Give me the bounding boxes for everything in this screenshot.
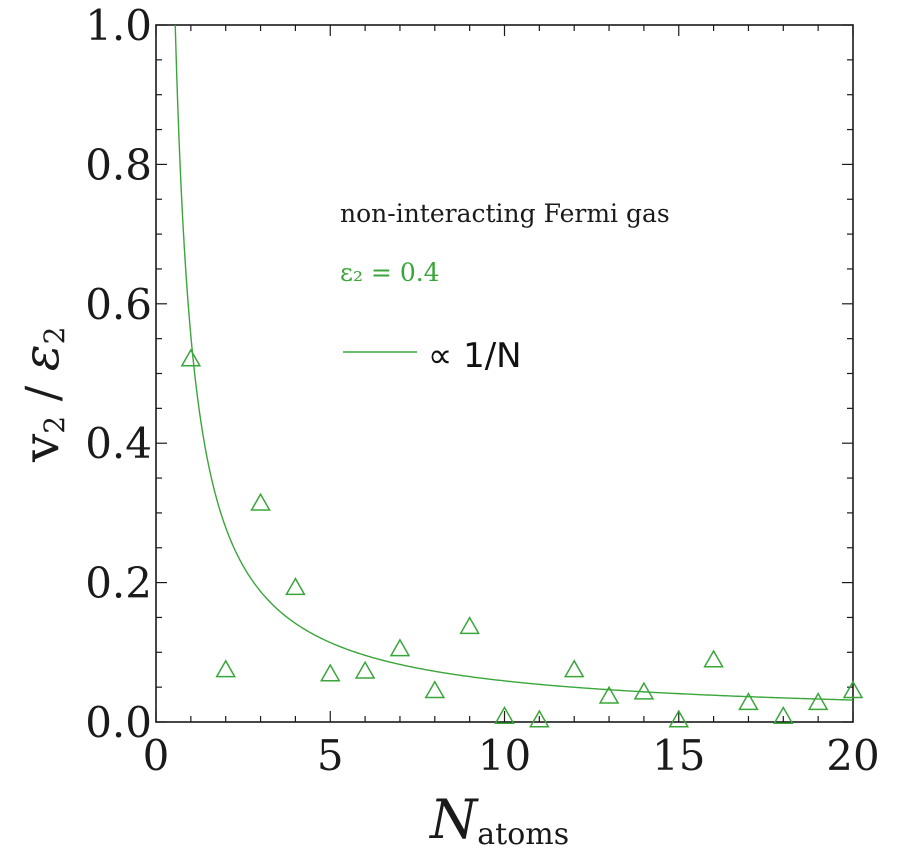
annotation-system: non-interacting Fermi gas — [340, 199, 670, 228]
data-point-triangle — [389, 638, 411, 657]
data-point-triangle — [354, 660, 376, 679]
y-axis-label: v2 / ε2 — [12, 327, 71, 464]
plot-area — [174, 24, 864, 728]
y-tick-label: 0.4 — [85, 419, 152, 468]
fit-curve — [174, 24, 854, 701]
data-point-triangle — [738, 692, 759, 711]
data-point-triangle — [424, 680, 446, 699]
major-ticks — [155, 24, 854, 723]
data-point-triangle — [773, 706, 794, 725]
x-tick-label: 0 — [143, 731, 170, 780]
legend: ∝ 1/N — [343, 336, 522, 376]
data-point-triangle — [703, 649, 724, 668]
data-point-triangle — [285, 577, 306, 596]
y-tick-label: 0.0 — [85, 698, 152, 747]
data-point-triangle — [668, 709, 690, 728]
minor-ticks — [156, 25, 853, 722]
x-tick-label: 20 — [826, 731, 879, 780]
y-tick-label: 0.2 — [85, 559, 152, 608]
data-point-triangle — [250, 492, 271, 511]
data-point-triangle — [180, 348, 202, 367]
data-point-triangle — [494, 706, 515, 725]
y-tick-label: 0.8 — [85, 140, 152, 189]
y-tick-label: 1.0 — [85, 1, 152, 50]
data-point-triangle — [842, 680, 864, 699]
legend-label: ∝ 1/N — [428, 336, 522, 376]
data-markers — [180, 348, 864, 728]
data-point-triangle — [807, 692, 829, 711]
data-point-triangle — [633, 681, 655, 700]
x-tick-label: 10 — [478, 731, 531, 780]
data-point-triangle — [529, 709, 550, 728]
data-point-triangle — [319, 663, 341, 682]
x-axis-label: Natoms — [428, 788, 569, 852]
y-tick-label: 0.6 — [85, 280, 152, 329]
x-tick-label: 15 — [652, 731, 705, 780]
data-point-triangle — [215, 659, 236, 678]
data-point-triangle — [598, 685, 620, 704]
x-tick-label: 5 — [317, 731, 344, 780]
annotation-eccentricity: ε₂ = 0.4 — [340, 258, 440, 287]
x-tick-labels: 0 5 10 15 20 — [143, 731, 880, 780]
data-point-triangle — [459, 616, 480, 635]
data-point-triangle — [563, 659, 585, 678]
y-tick-labels: 0.0 0.2 0.4 0.6 0.8 1.0 — [85, 1, 152, 747]
